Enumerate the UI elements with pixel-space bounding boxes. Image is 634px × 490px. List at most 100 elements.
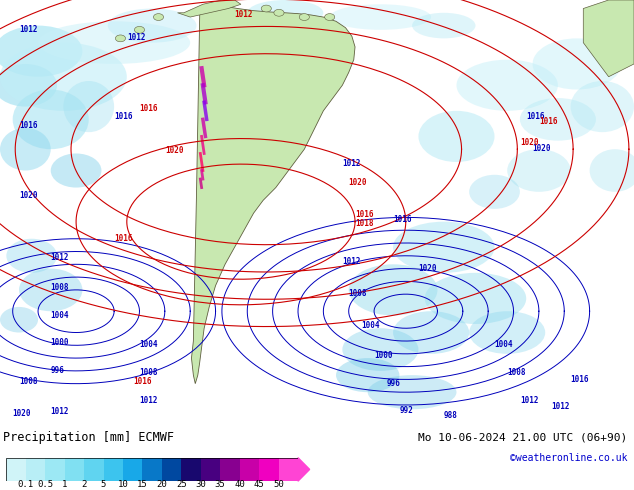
- Bar: [26, 458, 45, 481]
- Text: 1016: 1016: [526, 112, 545, 122]
- Text: 1016: 1016: [355, 210, 373, 220]
- Text: 15: 15: [137, 480, 148, 489]
- Polygon shape: [191, 4, 355, 384]
- Ellipse shape: [0, 128, 51, 171]
- Text: 992: 992: [399, 406, 413, 415]
- Circle shape: [274, 9, 284, 16]
- Text: ©weatheronline.co.uk: ©weatheronline.co.uk: [510, 453, 628, 463]
- Text: 1020: 1020: [13, 409, 31, 417]
- Text: Mo 10-06-2024 21.00 UTC (06+90): Mo 10-06-2024 21.00 UTC (06+90): [418, 432, 628, 442]
- Circle shape: [115, 35, 126, 42]
- Text: 1008: 1008: [19, 377, 37, 386]
- Polygon shape: [178, 0, 241, 17]
- Ellipse shape: [19, 269, 82, 311]
- Text: 1012: 1012: [51, 253, 69, 262]
- Text: 45: 45: [254, 480, 264, 489]
- Text: 1: 1: [62, 480, 67, 489]
- Ellipse shape: [425, 273, 526, 324]
- Text: 1008: 1008: [507, 368, 526, 377]
- Text: 1016: 1016: [539, 117, 557, 125]
- Text: 1000: 1000: [51, 338, 69, 347]
- Text: 1016: 1016: [139, 104, 158, 113]
- Text: 1020: 1020: [349, 178, 367, 188]
- Text: 1016: 1016: [114, 112, 133, 122]
- Ellipse shape: [0, 25, 82, 77]
- Bar: [143, 458, 162, 481]
- Text: 1004: 1004: [51, 311, 69, 319]
- Text: 20: 20: [157, 480, 167, 489]
- Text: 1016: 1016: [133, 377, 152, 386]
- Text: 1012: 1012: [19, 25, 37, 34]
- Text: 50: 50: [273, 480, 284, 489]
- Ellipse shape: [533, 38, 621, 90]
- Ellipse shape: [13, 90, 89, 149]
- Text: 996: 996: [51, 366, 65, 375]
- Text: 1012: 1012: [552, 402, 570, 411]
- Polygon shape: [583, 0, 634, 77]
- Ellipse shape: [368, 375, 456, 409]
- Ellipse shape: [349, 264, 437, 316]
- Text: 40: 40: [235, 480, 245, 489]
- Ellipse shape: [393, 221, 495, 273]
- Text: 1004: 1004: [139, 341, 158, 349]
- Text: 1000: 1000: [374, 351, 392, 360]
- Text: 1012: 1012: [235, 10, 253, 19]
- Bar: [240, 458, 259, 481]
- Ellipse shape: [590, 149, 634, 192]
- Text: 10: 10: [118, 480, 128, 489]
- Bar: [220, 458, 240, 481]
- Text: 1020: 1020: [533, 145, 551, 153]
- Text: 2: 2: [81, 480, 87, 489]
- Text: 25: 25: [176, 480, 186, 489]
- Text: 1012: 1012: [51, 407, 69, 416]
- Bar: [201, 458, 220, 481]
- Ellipse shape: [412, 13, 476, 38]
- Text: 30: 30: [195, 480, 206, 489]
- Ellipse shape: [6, 239, 57, 273]
- Text: 996: 996: [387, 379, 401, 388]
- Circle shape: [134, 26, 145, 33]
- Ellipse shape: [63, 81, 114, 132]
- Text: 1012: 1012: [342, 257, 361, 266]
- Ellipse shape: [418, 111, 495, 162]
- Text: 1016: 1016: [19, 121, 37, 130]
- Ellipse shape: [38, 21, 190, 64]
- Text: 1016: 1016: [393, 215, 411, 223]
- Text: 1016: 1016: [114, 234, 133, 243]
- Bar: [6, 458, 26, 481]
- Text: 1008: 1008: [349, 289, 367, 298]
- Text: 988: 988: [444, 411, 458, 420]
- Bar: [259, 458, 278, 481]
- Text: 1008: 1008: [139, 368, 158, 377]
- Text: 1012: 1012: [127, 33, 145, 43]
- Text: 1020: 1020: [165, 147, 183, 155]
- Bar: [162, 458, 181, 481]
- Ellipse shape: [456, 60, 558, 111]
- Circle shape: [299, 14, 309, 21]
- Text: 1004: 1004: [495, 341, 513, 349]
- Bar: [65, 458, 84, 481]
- Ellipse shape: [336, 358, 399, 392]
- Text: 1004: 1004: [361, 321, 380, 330]
- Ellipse shape: [0, 64, 57, 106]
- Bar: [278, 458, 298, 481]
- Text: 5: 5: [101, 480, 107, 489]
- Text: 1016: 1016: [571, 374, 589, 384]
- Text: 0.1: 0.1: [18, 480, 34, 489]
- Text: 1020: 1020: [418, 264, 437, 273]
- Bar: [84, 458, 103, 481]
- Text: 0.5: 0.5: [37, 480, 53, 489]
- Ellipse shape: [520, 98, 596, 141]
- Ellipse shape: [0, 43, 127, 111]
- Text: 1008: 1008: [51, 283, 69, 292]
- Ellipse shape: [393, 311, 469, 354]
- Circle shape: [153, 14, 164, 21]
- Text: 1020: 1020: [520, 138, 538, 147]
- Bar: [181, 458, 201, 481]
- Ellipse shape: [108, 8, 197, 43]
- Text: 1020: 1020: [19, 191, 37, 200]
- Ellipse shape: [469, 311, 545, 354]
- Bar: [45, 458, 65, 481]
- Text: 1012: 1012: [520, 396, 538, 405]
- Circle shape: [261, 5, 271, 12]
